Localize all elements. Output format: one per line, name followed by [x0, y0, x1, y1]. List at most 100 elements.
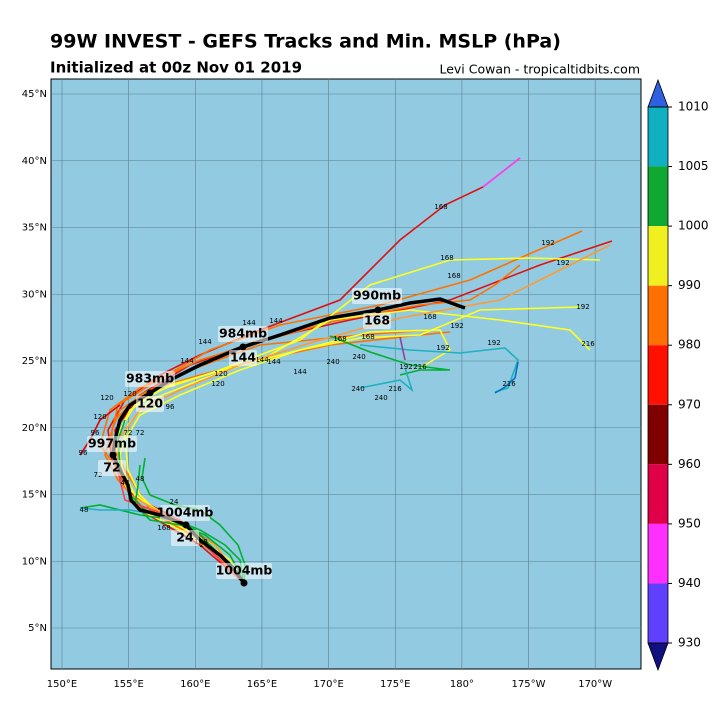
colorbar: 1010 1005 1000 990 980 970 960 950 940 930 — [647, 78, 709, 672]
member-hour-label: 144 — [242, 319, 256, 327]
member-hour-label: 144 — [293, 368, 307, 376]
colorbar-segment — [648, 404, 668, 465]
mean-pressure-label: 984mb — [219, 326, 267, 341]
member-hour-label: 48 — [136, 475, 145, 483]
member-hour-label: 216 — [413, 363, 427, 371]
credit: Levi Cowan - tropicaltidbits.com — [439, 62, 640, 77]
title: 99W INVEST - GEFS Tracks and Min. MSLP (… — [50, 31, 561, 53]
member-hour-label: 192 — [556, 259, 569, 267]
member-hour-label: 192 — [541, 239, 554, 247]
lon-label: 150°E — [47, 679, 77, 690]
colorbar-segment — [648, 107, 668, 167]
member-hour-label: 168 — [440, 254, 453, 262]
member-hour-label: 120 — [123, 390, 136, 398]
colorbar-extend-bottom — [647, 642, 669, 672]
member-hour-label: 144 — [267, 358, 281, 366]
member-hour-label: 120 — [93, 413, 106, 421]
member-hour-label: 240 — [351, 385, 364, 393]
lon-label: 180° — [450, 679, 474, 690]
colorbar-label: 960 — [678, 457, 701, 471]
colorbar-label: 940 — [678, 576, 701, 590]
lat-label: 45°N — [22, 89, 47, 100]
mean-pressure-label: 990mb — [353, 288, 401, 303]
label-box — [98, 460, 126, 476]
member-hour-label: 192 — [576, 303, 589, 311]
member-track — [359, 344, 519, 393]
mean-hour-label: 72 — [103, 460, 120, 475]
label-box — [352, 288, 402, 304]
member-hour-label: 144 — [269, 317, 283, 325]
member-track — [359, 367, 414, 393]
member-hour-label: 96 — [91, 429, 100, 437]
member-hour-label: 216 — [581, 340, 595, 348]
lat-label: 40°N — [22, 156, 47, 167]
mean-point — [109, 451, 117, 459]
colorbar-segment — [648, 523, 668, 584]
member-hour-label: 120 — [211, 380, 224, 388]
colorbar-segment — [648, 583, 668, 643]
colorbar-label: 1010 — [678, 100, 709, 114]
member-hour-label: 24 — [170, 498, 179, 506]
member-hour-label: 120 — [100, 394, 113, 402]
member-hour-label: 240 — [326, 358, 339, 366]
mean-hour-label: 168 — [364, 313, 390, 328]
colorbar-segment — [648, 226, 668, 286]
colorbar-label: 990 — [678, 278, 701, 292]
member-hour-label: 72 — [94, 471, 103, 479]
lon-label: 175°E — [380, 679, 410, 690]
lat-label: 15°N — [22, 490, 47, 501]
colorbar-segment — [648, 285, 668, 346]
member-hour-label: 168 — [423, 313, 436, 321]
member-hour-label: 144 — [198, 338, 212, 346]
colorbar-frame — [647, 106, 669, 644]
lon-label: 170°W — [578, 679, 612, 690]
mean-pressure-label: 1004mb — [157, 505, 214, 520]
member-hour-label: 48 — [121, 479, 130, 487]
mean-hour-label: 144 — [230, 350, 256, 365]
member-track — [494, 361, 519, 394]
colorbar-label: 970 — [678, 397, 701, 411]
member-track — [329, 335, 451, 376]
subtitle: Initialized at 00z Nov 01 2019 — [50, 59, 302, 77]
lat-label: 25°N — [22, 356, 47, 367]
lon-label: 155°E — [113, 679, 143, 690]
track-labels: 1681681681921921921921921921922162162162… — [79, 203, 595, 579]
colorbar-label: 1005 — [678, 159, 709, 173]
mean-pressure-label: 997mb — [88, 436, 136, 451]
lat-label: 20°N — [22, 423, 47, 434]
label-box — [136, 396, 164, 412]
member-hour-label: 168 — [447, 272, 460, 280]
mean-point — [239, 343, 247, 351]
mean-point — [240, 579, 248, 587]
colorbar-label: 950 — [678, 516, 701, 530]
colorbar-label: 930 — [678, 636, 701, 650]
member-hour-label: 144 — [255, 356, 269, 364]
member-hour-label: 216 — [388, 385, 402, 393]
member-hour-label: 168 — [434, 203, 447, 211]
colorbar-label: 1000 — [678, 219, 709, 233]
lon-label: 165°E — [247, 679, 277, 690]
mean-hour-label: 120 — [137, 396, 163, 411]
member-hour-label: 192 — [450, 322, 463, 330]
lat-label: 35°N — [22, 223, 47, 234]
member-hour-label: 144 — [180, 357, 194, 365]
member-track — [399, 336, 406, 361]
mean-point — [374, 306, 382, 314]
colorbar-segment — [648, 166, 668, 227]
member-track — [79, 404, 121, 456]
lat-label: 30°N — [22, 289, 47, 300]
colorbar-segment — [648, 464, 668, 524]
colorbar-label: 980 — [678, 338, 701, 352]
mean-point — [182, 521, 190, 529]
mean-hour-label: 24 — [176, 530, 194, 545]
member-hour-label: 192 — [399, 363, 412, 371]
lon-label: 160°E — [180, 679, 210, 690]
member-hour-label: 168 — [194, 538, 207, 546]
member-hour-label: 168 — [361, 333, 374, 341]
member-hour-label: 120 — [214, 370, 227, 378]
colorbar-segment — [648, 345, 668, 405]
lat-label: 5°N — [28, 623, 47, 634]
label-box — [171, 530, 199, 546]
member-hour-label: 168 — [157, 524, 170, 532]
